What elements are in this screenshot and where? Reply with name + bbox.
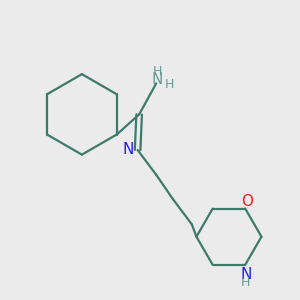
Text: O: O xyxy=(241,194,253,209)
Text: H: H xyxy=(241,276,250,289)
Text: N: N xyxy=(152,72,163,87)
Text: N: N xyxy=(240,267,251,282)
Text: H: H xyxy=(164,78,174,91)
Text: H: H xyxy=(153,65,162,78)
Text: N: N xyxy=(122,142,134,157)
